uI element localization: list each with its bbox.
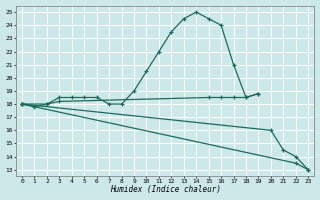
X-axis label: Humidex (Indice chaleur): Humidex (Indice chaleur) [110, 185, 220, 194]
